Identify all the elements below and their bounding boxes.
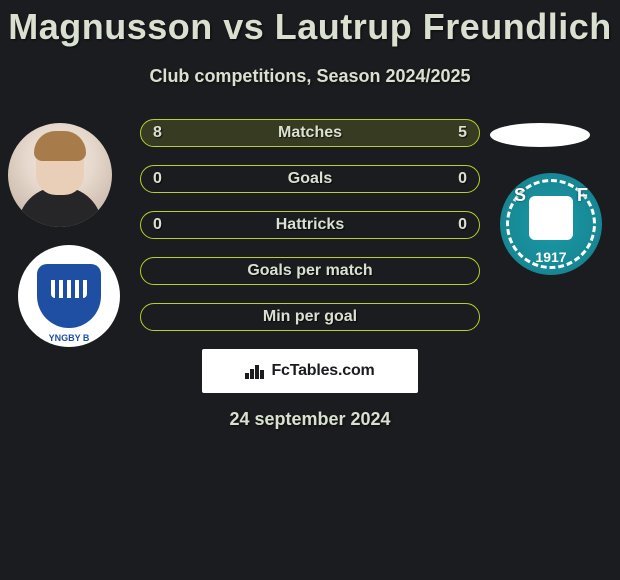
subtitle: Club competitions, Season 2024/2025 <box>0 66 620 87</box>
stat-label: Goals per match <box>141 258 479 285</box>
date-label: 24 september 2024 <box>0 409 620 430</box>
stat-bar: Goals per match <box>140 257 480 285</box>
club-right-letter-f: F <box>577 185 588 206</box>
stat-label: Matches <box>141 120 479 147</box>
stat-bar: Min per goal <box>140 303 480 331</box>
club-left-shield-icon <box>37 264 101 328</box>
avatar-hair-shape <box>34 131 86 161</box>
comparison-panel: YNGBY B S I F 1917 85Matches 00Goals 00Hat… <box>0 115 620 430</box>
club-right-year: 1917 <box>500 249 602 265</box>
club-right-letter-i: I <box>549 213 553 229</box>
stats-bars: 85Matches 00Goals 00Hattricks Goals per mat… <box>140 115 480 331</box>
attribution-badge: FcTables.com <box>202 349 418 393</box>
attribution-text: FcTables.com <box>271 362 374 380</box>
stat-label: Min per goal <box>141 304 479 331</box>
club-left-badge: YNGBY B <box>18 245 120 347</box>
page-title: Magnusson vs Lautrup Freundlich <box>0 0 620 48</box>
player-left-avatar <box>8 123 112 227</box>
stat-label: Hattricks <box>141 212 479 239</box>
stat-label: Goals <box>141 166 479 193</box>
bar-chart-icon <box>245 363 265 379</box>
player-right-avatar <box>490 123 590 147</box>
club-right-badge: S I F 1917 <box>500 173 602 275</box>
club-right-letter-s: S <box>514 185 526 206</box>
stat-bar: 00Goals <box>140 165 480 193</box>
club-left-name: YNGBY B <box>18 333 120 343</box>
stat-bar: 00Hattricks <box>140 211 480 239</box>
stat-bar: 85Matches <box>140 119 480 147</box>
